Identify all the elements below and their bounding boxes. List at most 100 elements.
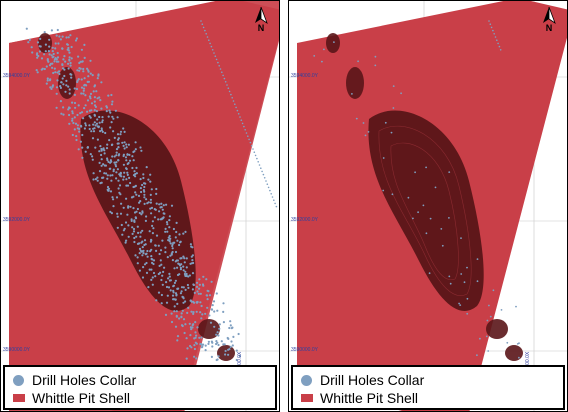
- drill-collar-point: [179, 257, 182, 260]
- drill-collar-point: [89, 59, 92, 62]
- collar-symbol-icon: [13, 374, 24, 386]
- drill-collar-point: [200, 343, 203, 346]
- drill-collar-point: [182, 318, 186, 321]
- drill-collar-point: [62, 83, 65, 86]
- drill-collar-point: [460, 273, 463, 275]
- drill-collar-point: [222, 302, 225, 305]
- drill-collar-point: [97, 73, 100, 76]
- drill-collar-point: [231, 344, 234, 347]
- drill-collar-point: [169, 254, 172, 257]
- drill-collar-point: [132, 150, 135, 154]
- drill-collar-point: [155, 187, 158, 191]
- drill-collar-point: [166, 294, 169, 297]
- drill-collar-point: [160, 218, 163, 221]
- drill-collar-point: [63, 55, 66, 58]
- drill-collar-point: [75, 138, 78, 142]
- drill-collar-point: [152, 227, 155, 230]
- drill-collar-point: [215, 358, 218, 362]
- drill-collar-point: [193, 347, 196, 351]
- drill-collar-point: [164, 251, 167, 254]
- drill-collar-point: [210, 355, 213, 358]
- drill-collar-point: [94, 124, 97, 127]
- drill-collar-point: [223, 77, 226, 80]
- pit-depressions: [326, 33, 523, 361]
- drill-collar-point: [138, 269, 141, 272]
- drill-collar-point: [194, 321, 197, 324]
- drill-collar-point: [199, 311, 202, 314]
- drill-collar-point: [134, 175, 137, 178]
- drill-collar-point: [68, 88, 71, 91]
- drill-collar-point: [69, 61, 72, 65]
- drill-collar-point: [493, 33, 495, 35]
- drill-collar-point: [132, 230, 136, 233]
- drill-collar-point: [145, 271, 149, 274]
- drill-collar-point: [71, 119, 74, 122]
- drill-collar-point: [70, 57, 73, 60]
- drill-collar-point: [174, 236, 177, 239]
- drill-collar-point: [55, 106, 58, 109]
- drill-collar-point: [476, 354, 478, 357]
- drill-collar-point: [164, 246, 167, 249]
- drill-collar-point: [222, 321, 225, 324]
- drill-collar-point: [189, 243, 192, 246]
- drill-collar-point: [172, 298, 175, 301]
- drill-collar-point: [210, 308, 213, 311]
- drill-collar-point: [145, 252, 148, 255]
- drill-collar-point: [313, 55, 316, 57]
- drill-collar-point: [173, 267, 176, 270]
- drill-collar-point: [125, 184, 128, 187]
- drill-collar-point: [112, 130, 115, 133]
- drill-collar-point: [87, 75, 90, 78]
- drill-collar-point: [71, 117, 74, 120]
- drill-collar-point: [103, 152, 106, 155]
- drill-collar-point: [68, 113, 71, 117]
- drill-collar-point: [198, 278, 201, 281]
- drill-collar-point: [46, 79, 49, 82]
- drill-collar-point: [95, 122, 99, 125]
- drill-collar-point: [80, 86, 84, 89]
- drill-collar-point: [30, 46, 33, 49]
- drill-collar-point: [178, 243, 181, 247]
- drill-collar-point: [198, 283, 201, 286]
- drill-collar-point: [165, 221, 169, 224]
- drill-collar-point: [109, 190, 113, 193]
- drill-collar-point: [27, 41, 30, 44]
- drill-collar-point: [191, 272, 195, 275]
- drill-collar-point: [143, 239, 147, 242]
- drill-collar-point: [124, 221, 128, 224]
- drill-collar-point: [141, 246, 144, 249]
- drill-collar-point: [184, 300, 187, 303]
- drill-collar-point: [147, 178, 150, 181]
- drill-collar-point: [466, 297, 469, 300]
- drill-collar-point: [125, 239, 128, 242]
- drill-collar-point: [147, 201, 150, 204]
- drill-collar-point: [237, 113, 240, 115]
- drill-collar-point: [104, 131, 107, 135]
- drill-collar-point: [189, 334, 192, 337]
- drill-collar-point: [234, 103, 236, 105]
- drill-collar-point: [64, 60, 67, 63]
- drill-collar-point: [67, 62, 70, 65]
- drill-collar-point: [150, 278, 153, 281]
- drill-collar-point: [89, 116, 92, 119]
- drill-collar-point: [131, 226, 134, 229]
- drill-collar-point: [106, 185, 110, 189]
- drill-collar-point: [81, 133, 84, 137]
- drill-collar-point: [62, 58, 65, 61]
- drill-collar-point: [157, 218, 160, 221]
- drill-collar-point: [82, 89, 85, 92]
- drill-collar-point: [158, 252, 161, 256]
- drill-collar-point: [132, 207, 135, 210]
- drill-collar-point: [44, 43, 48, 46]
- drill-collar-point: [88, 109, 91, 112]
- legend-item: Whittle Pit Shell: [13, 389, 130, 407]
- drill-collar-point: [150, 239, 153, 242]
- drill-collar-point: [206, 294, 209, 297]
- drill-collar-point: [73, 128, 76, 131]
- drill-collar-point: [98, 115, 101, 119]
- north-label: N: [257, 23, 265, 33]
- drill-collar-point: [79, 60, 82, 63]
- drill-collar-point: [25, 27, 28, 30]
- drill-collar-point: [236, 109, 239, 112]
- drill-collar-point: [165, 203, 168, 206]
